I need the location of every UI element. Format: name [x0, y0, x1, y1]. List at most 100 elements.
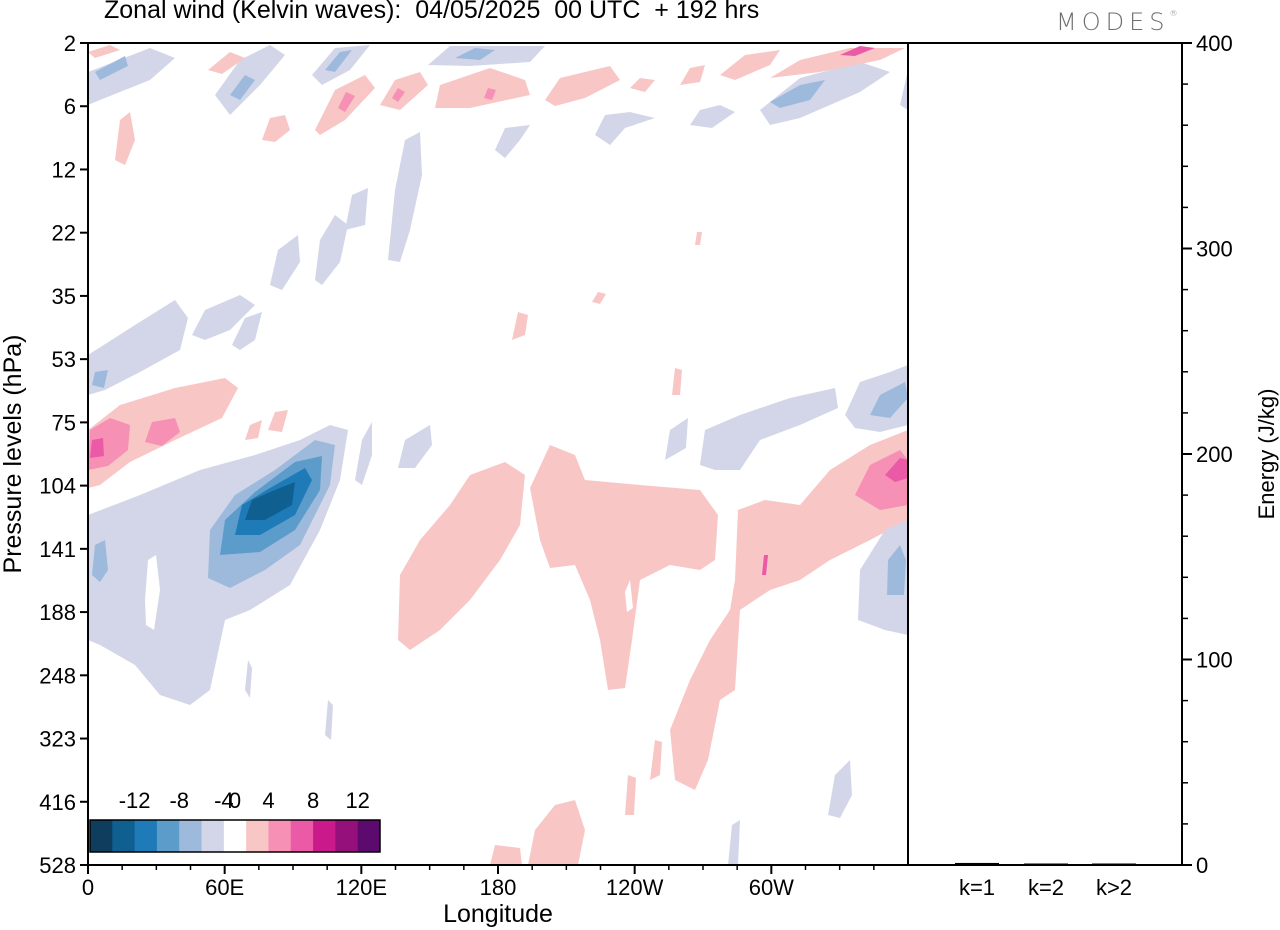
- colorbar-label: 0: [229, 788, 241, 813]
- y-tick-label: 141: [39, 537, 76, 562]
- contour-neg-west-core: [92, 540, 108, 582]
- contour-pos-strato-12: [262, 115, 290, 142]
- contour-pos-east-speck: [762, 555, 768, 575]
- chart-title: Zonal wind (Kelvin waves): 04/05/2025 00…: [104, 0, 760, 24]
- colorbar-frame: [89, 819, 381, 853]
- logo-registered-mark: ®: [1169, 9, 1178, 18]
- energy-tick-label: 200: [1196, 442, 1233, 467]
- contour-pos-speck-6: [695, 232, 702, 245]
- contour-pos-lower-2: [625, 775, 636, 815]
- contour-neg-east-band: [700, 388, 838, 470]
- contour-neg-strato-6: [595, 112, 655, 145]
- contour-neg-strato-8: [495, 125, 530, 158]
- contour-pos-strato-2: [208, 52, 245, 74]
- colorbar: -12 -8 -40 4 8 12: [89, 788, 381, 853]
- contour-pos-strato-4-core: [392, 88, 405, 102]
- y-tick-label: 53: [52, 347, 76, 372]
- contour-neg-strato-3-core: [325, 50, 352, 72]
- contour-pos-speck-5: [672, 368, 682, 395]
- contour-neg-band-mid-5: [232, 312, 262, 350]
- contour-neg-hole: [145, 555, 160, 630]
- contour-pos-speck-4: [592, 292, 606, 304]
- y-tick-label: 75: [52, 410, 76, 435]
- contour-pos-speck-2: [268, 410, 288, 432]
- energy-tick-label: 400: [1196, 31, 1233, 56]
- contour-pos-strato-1: [88, 45, 120, 58]
- y-tick-label: 248: [39, 663, 76, 688]
- y-tick-label: 35: [52, 284, 76, 309]
- x-tick-label: 180: [480, 875, 517, 900]
- contour-pos-east: [670, 430, 908, 790]
- colorbar-label: -4: [214, 788, 234, 813]
- contour-neg-speck-1: [355, 422, 372, 485]
- x-tick-label: 120W: [606, 875, 664, 900]
- energy-axis: 0 100 200 300 400: [1182, 31, 1233, 878]
- contour-pos-dateline-hole: [625, 580, 633, 612]
- colorbar-swatch: [179, 820, 203, 852]
- x-tick-label: 60W: [749, 875, 794, 900]
- contour-neg-band-low-core: [92, 370, 108, 388]
- modes-logo: MODES®: [1056, 8, 1177, 36]
- energy-bar: [1024, 863, 1068, 865]
- energy-tick-label: 100: [1196, 648, 1233, 673]
- contour-pos-strato-11: [115, 112, 135, 165]
- colorbar-swatch: [335, 820, 359, 852]
- y-tick-label: 188: [39, 600, 76, 625]
- colorbar-swatch: [268, 820, 292, 852]
- contour-pos-band-core-3: [145, 418, 180, 446]
- heatmap-frame: [87, 42, 909, 866]
- contour-neg-band-mid-1: [315, 215, 348, 285]
- x-tick-label: 120E: [336, 875, 387, 900]
- energy-axis-label: Energy (J/kg): [1254, 389, 1279, 520]
- colorbar-swatch: [134, 820, 158, 852]
- contour-pos-lower-4: [490, 845, 522, 865]
- y-tick-label: 323: [39, 727, 76, 752]
- contour-pos-strato-10: [770, 48, 905, 78]
- contour-pos-band-core-2: [90, 438, 104, 458]
- energy-category-label: k>2: [1096, 875, 1132, 900]
- contour-pos-strato-10-core: [840, 46, 875, 56]
- contour-pos-strato-4: [380, 72, 428, 110]
- contour-neg-east-edge-core: [870, 382, 908, 418]
- contour-pos-speck-3: [512, 312, 528, 340]
- contour-neg-strato-2-core: [230, 75, 255, 100]
- energy-bar: [1092, 863, 1136, 865]
- contour-pos-strato-6: [545, 66, 620, 106]
- x-tick-label: 60E: [205, 875, 244, 900]
- contour-pos-strato-7: [630, 78, 655, 92]
- contour-neg-speck-3: [245, 660, 252, 698]
- colorbar-swatch: [246, 820, 269, 852]
- colorbar-swatch: [112, 820, 136, 852]
- contour-pos-strato-5-core: [484, 88, 496, 100]
- energy-category-label: k=2: [1028, 875, 1064, 900]
- energy-panel-frame: [907, 42, 1183, 866]
- contour-neg-strato-7: [690, 105, 735, 128]
- y-axis: 2 6 12 22 35 53 75 104 141 188 248 323 416 528: [39, 31, 88, 878]
- energy-category-label: k=1: [959, 875, 995, 900]
- y-tick-label: 12: [52, 157, 76, 182]
- contour-pos-lower-1: [650, 740, 662, 780]
- contour-neg-speck-4: [325, 700, 333, 740]
- energy-tick-label: 0: [1196, 853, 1208, 878]
- colorbar-swatch: [357, 820, 381, 852]
- wind-contour-field: [88, 45, 908, 865]
- colorbar-swatch: [290, 820, 314, 852]
- y-tick-label: 104: [39, 474, 76, 499]
- colorbar-label: 8: [307, 788, 319, 813]
- colorbar-swatch: [201, 820, 225, 852]
- x-axis: 0 60E 120E 180 120W 60W: [82, 865, 875, 900]
- y-tick-label: 416: [39, 790, 76, 815]
- colorbar-label: 12: [345, 788, 369, 813]
- energy-bars: k=1 k=2 k>2: [955, 862, 1136, 900]
- y-tick-label: 6: [64, 94, 76, 119]
- contour-neg-east-band-2: [665, 418, 688, 460]
- contour-neg-band-upper: [388, 132, 422, 262]
- contour-neg-strato-3: [312, 45, 370, 85]
- colorbar-label: -12: [119, 788, 151, 813]
- contour-pos-strato-8: [680, 65, 705, 85]
- x-tick-label: 0: [82, 875, 94, 900]
- contour-pos-dateline: [530, 445, 718, 690]
- contour-pos-lower-3: [528, 800, 585, 865]
- contour-pos-strato-3-core: [338, 92, 355, 112]
